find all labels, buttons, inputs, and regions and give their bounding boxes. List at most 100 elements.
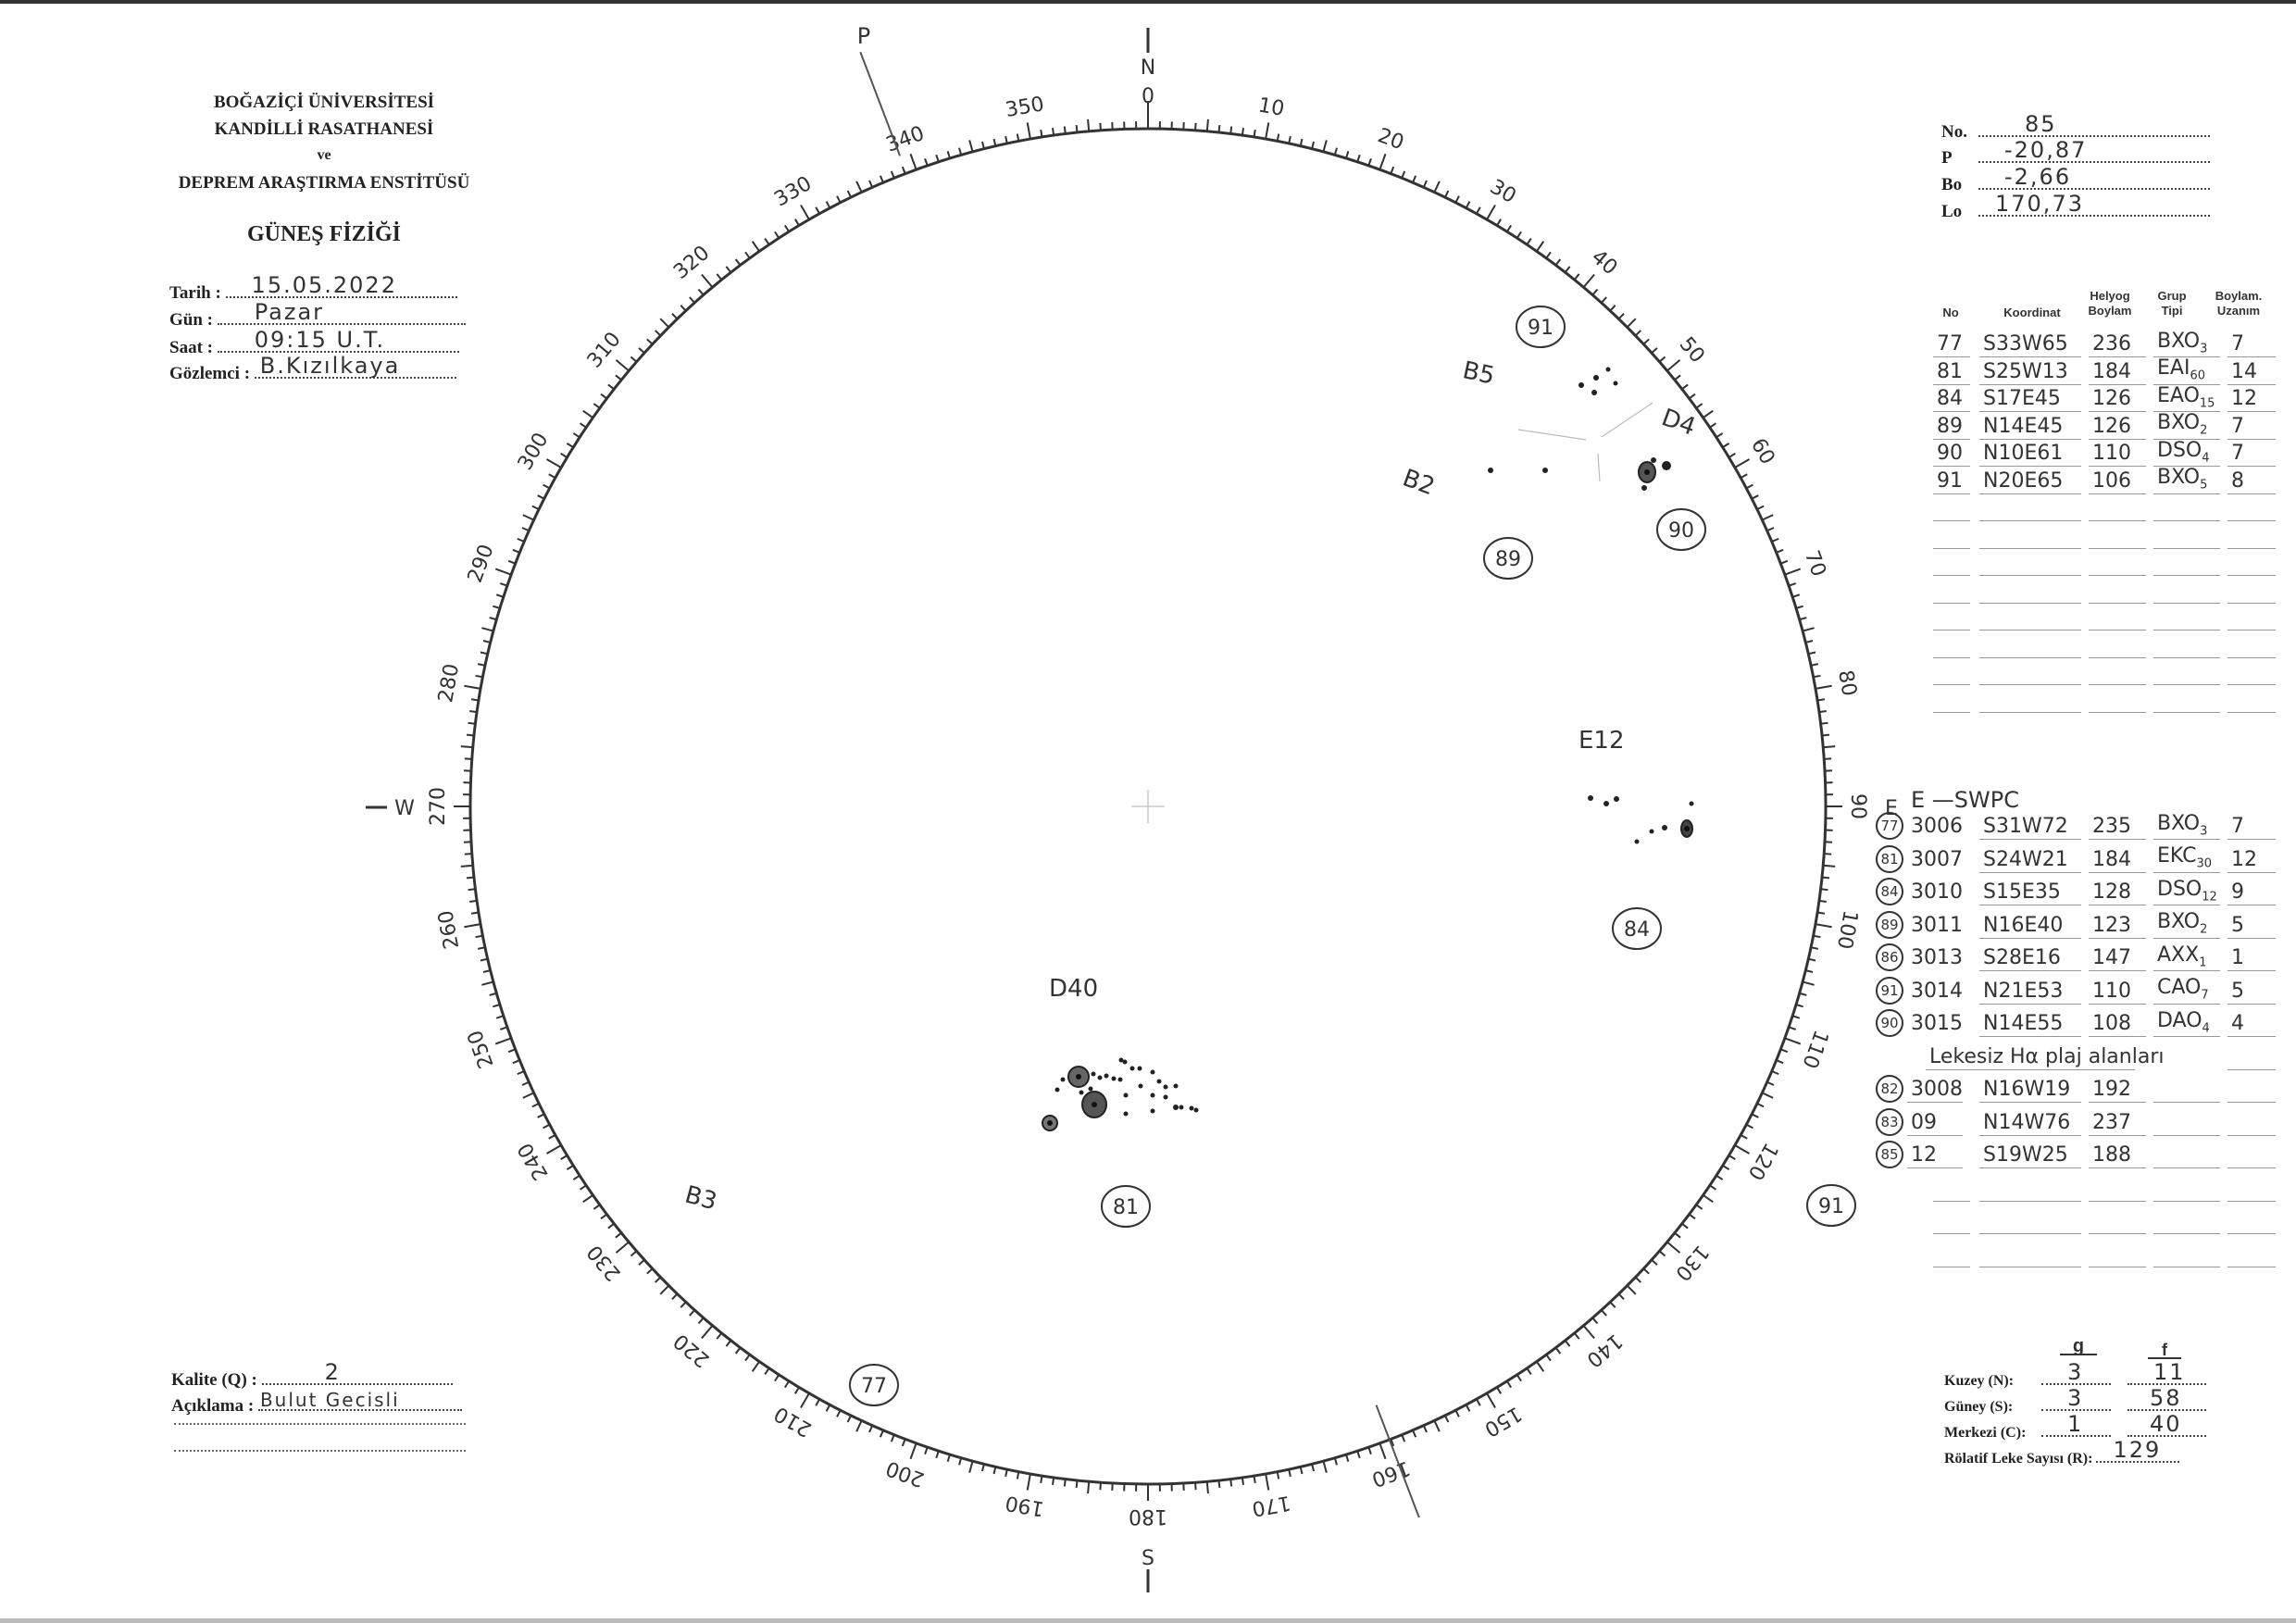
cell-type: EAI60 <box>2157 356 2205 382</box>
row-underline <box>1979 1167 2081 1168</box>
row-underline <box>1907 1167 1963 1168</box>
f-header: f <box>2148 1342 2181 1359</box>
cell-type-subscript: 4 <box>2202 451 2210 465</box>
table-row <box>1933 630 2276 658</box>
north-g-value: 3 <box>2067 1359 2084 1385</box>
cell-ext: 12 <box>2231 848 2257 871</box>
cell-type-text: EAO <box>2157 383 2200 407</box>
cell-region-text: 3006 <box>1911 815 1963 838</box>
north-label: Kuzey (N): <box>1944 1373 2015 1389</box>
cell-type-subscript: 2 <box>2200 922 2208 937</box>
degree-label: 110 <box>1797 1027 1832 1071</box>
cell-type-text: EKC <box>2157 844 2197 868</box>
col-header-long: Helyog Boylam <box>2088 289 2132 318</box>
row-underline <box>1933 466 1970 467</box>
cell-long-text: 126 <box>2092 414 2131 438</box>
cell-type: EKC30 <box>2157 844 2212 870</box>
degree-tick <box>1322 1460 1328 1473</box>
cell-ext-text: 5 <box>2231 913 2244 937</box>
degree-tick <box>751 241 760 252</box>
row-underline <box>1979 871 2081 873</box>
west-label: W <box>394 797 415 820</box>
cell-coord-text: N20E65 <box>1983 468 2064 493</box>
degree-label: 170 <box>1250 1491 1292 1520</box>
degree-tick <box>1815 923 1832 929</box>
degree-tick <box>1486 1392 1496 1409</box>
p-label: P <box>1941 148 1953 168</box>
swpc-row: 85 12 S19W25 188 <box>1876 1141 2276 1168</box>
row-underline <box>1979 493 2081 494</box>
sunspot <box>1578 382 1584 388</box>
swpc-group-number: 91 <box>1876 976 1903 1005</box>
row-underline <box>2089 575 2146 576</box>
row-underline <box>1926 1068 2135 1070</box>
row-underline <box>1933 411 1970 412</box>
center-g-value: 1 <box>2067 1411 2084 1437</box>
degree-label: 320 <box>669 242 714 284</box>
degree-label: 290 <box>464 542 499 586</box>
row-underline <box>1979 547 2081 549</box>
table-row <box>1933 603 2276 630</box>
group-number-circle <box>1656 508 1706 551</box>
swpc-row: Lekesiz Hα plaj alanları <box>1926 1042 2276 1070</box>
group-number-c90: 90 <box>1668 519 1694 543</box>
cell-region: 3015 <box>1911 1012 1963 1035</box>
p-field: P -20,87 <box>1941 137 2210 169</box>
bo-field: Bo -2,66 <box>1941 164 2210 195</box>
sunspot <box>1193 1107 1199 1113</box>
cell-type-subscript: 30 <box>2196 856 2213 871</box>
swpc-group-number: 84 <box>1876 878 1903 905</box>
sunspot <box>1613 381 1618 386</box>
cell-long: 126 <box>2092 387 2131 410</box>
no-value: 85 <box>2025 111 2057 137</box>
row-underline <box>1933 547 1970 549</box>
table-row: 77 S33W65 236 BXO3 7 <box>1933 329 2276 357</box>
cell-coord-text: N14W76 <box>1983 1110 2071 1134</box>
row-underline <box>2089 356 2146 357</box>
degree-tick <box>1087 119 1091 131</box>
south-f-value: 58 <box>2150 1385 2182 1411</box>
col-header-ext: Boylam. Uzanım <box>2215 289 2263 318</box>
degree-tick <box>1536 241 1545 252</box>
cell-region-text: 3007 <box>1911 847 1963 871</box>
group-label-d40: D40 <box>1049 975 1098 1003</box>
row-underline <box>1907 1102 1963 1103</box>
row-underline <box>1979 466 2081 467</box>
degree-tick <box>659 1284 670 1295</box>
row-underline <box>1979 970 2081 971</box>
degree-tick <box>522 1092 535 1099</box>
sunspot <box>1662 825 1667 830</box>
p-axis: P <box>857 23 1420 1518</box>
cell-type-text: BXO <box>2157 329 2201 353</box>
south-marker: S <box>1142 1547 1154 1592</box>
group-number-circle <box>1516 306 1566 348</box>
plage-title: Lekesiz Hα plaj alanları <box>1929 1045 2164 1068</box>
sunspot <box>1634 839 1640 844</box>
cell-coord: S28E16 <box>1983 946 2061 969</box>
sunspot-umbra <box>1644 469 1650 475</box>
degree-tick <box>1379 1442 1387 1460</box>
cell-coord: N10E61 <box>1983 442 2063 465</box>
degree-tick <box>751 1361 760 1372</box>
cell-long-text: 106 <box>2092 468 2131 493</box>
row-underline <box>2153 493 2220 494</box>
degree-tick <box>1784 568 1802 576</box>
cell-coord-text: N10E61 <box>1983 442 2064 465</box>
cell-long-text: 184 <box>2092 359 2131 383</box>
swpc-group-number: 81 <box>1876 844 1903 873</box>
cell-region-text: 09 <box>1911 1110 1937 1134</box>
swpc-row: 77 3006 S31W72 235 BXO3 7 <box>1876 812 2276 840</box>
degree-label: 0 <box>1142 85 1154 108</box>
row-underline <box>2153 438 2220 440</box>
cell-type-text: CAO <box>2157 976 2202 1000</box>
degree-tick <box>909 1442 917 1460</box>
row-underline <box>2227 839 2276 840</box>
institution-name: BOĞAZİÇİ ÜNİVERSİTESİ <box>213 93 435 112</box>
table-row: 91 N20E65 106 BXO5 8 <box>1933 466 2276 494</box>
sunspot <box>1689 801 1694 806</box>
degree-tick <box>1026 122 1031 140</box>
degree-tick <box>1265 1473 1270 1491</box>
row-underline <box>1979 356 2081 357</box>
degree-tick <box>1536 1361 1545 1372</box>
sunspot <box>1163 1084 1168 1090</box>
